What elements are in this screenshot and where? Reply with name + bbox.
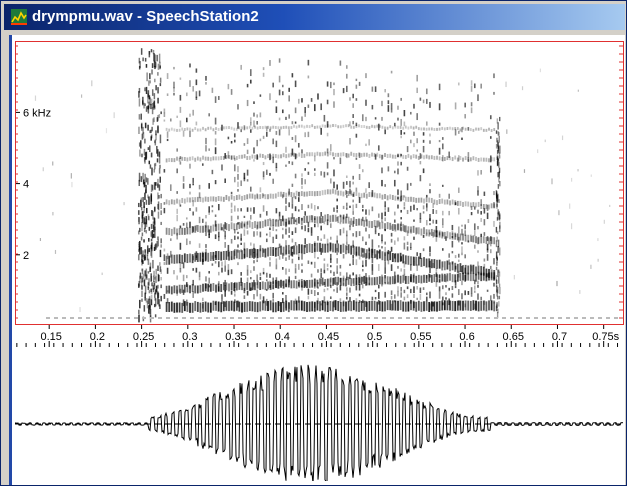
time-label: 0.55 — [410, 331, 431, 343]
spectrogram-canvas[interactable]: 6 kHz 4 2 — [16, 42, 623, 324]
freq-label: 6 kHz — [23, 107, 51, 119]
window-title: drympmu.wav - SpeechStation2 — [32, 8, 259, 25]
freq-label: 2 — [23, 250, 29, 262]
time-label: 0.7 — [552, 331, 567, 343]
waveform-trace — [15, 364, 624, 481]
time-label: 0.25 — [133, 331, 154, 343]
time-label: 0.75s — [592, 331, 619, 343]
time-label: 0.6 — [459, 331, 474, 343]
time-ruler-ticks: 0.15 0.2 0.25 0.3 0.35 0.4 0.45 0.5 0.55 0.6 0.65 0… — [16, 325, 620, 347]
spectrogram-energy — [34, 48, 623, 323]
time-label: 0.2 — [90, 331, 105, 343]
time-label: 0.65 — [503, 331, 524, 343]
time-label: 0.45 — [318, 331, 339, 343]
time-label: 0.4 — [275, 331, 290, 343]
time-label: 0.3 — [182, 331, 197, 343]
freq-label: 4 — [23, 179, 29, 191]
title-bar[interactable]: drympmu.wav - SpeechStation2 — [4, 4, 625, 30]
waveform-canvas[interactable] — [15, 347, 624, 481]
time-label: 0.15 — [40, 331, 61, 343]
time-ruler: 0.15 0.2 0.25 0.3 0.35 0.4 0.45 0.5 0.55 0.6 0.65 0… — [15, 325, 624, 348]
spectrogram-app-icon[interactable] — [11, 9, 27, 25]
waveform-panel[interactable] — [15, 347, 624, 481]
spectrogram-panel[interactable]: 6 kHz 4 2 — [15, 41, 624, 325]
time-label: 0.5 — [367, 331, 382, 343]
time-label: 0.35 — [225, 331, 246, 343]
